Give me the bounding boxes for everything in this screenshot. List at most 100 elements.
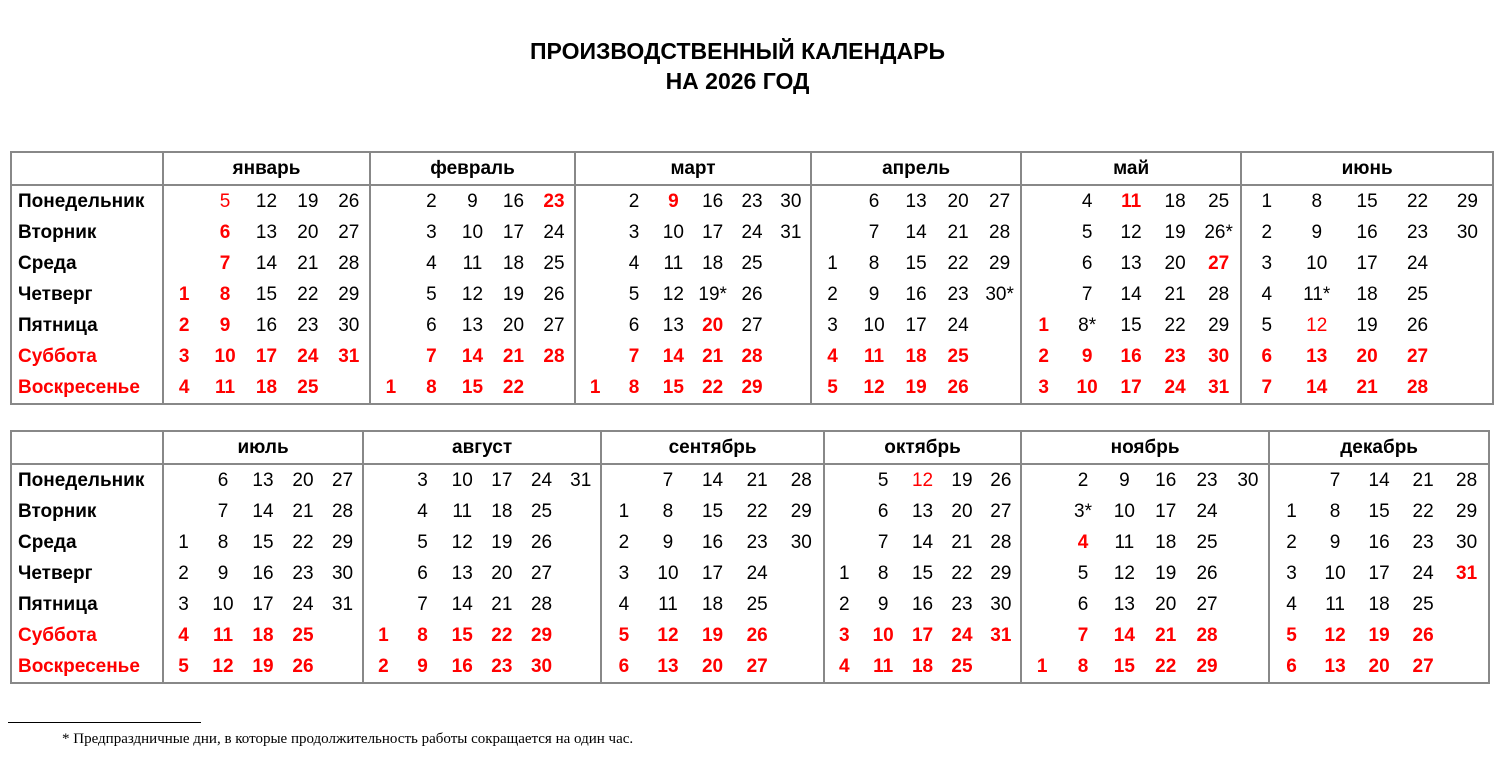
- day-cell: 2: [1268, 527, 1314, 558]
- day-cell: [1020, 558, 1063, 589]
- day-cell: [772, 341, 811, 372]
- day-cell: 5: [417, 532, 428, 553]
- day-cell: [779, 651, 824, 683]
- day-cell: 26: [990, 470, 1012, 491]
- month-name: сентябрь: [600, 431, 825, 465]
- day-cell: [574, 279, 615, 310]
- day-cell: 20: [1155, 594, 1177, 615]
- day-cell: [979, 341, 1021, 372]
- day-cell: 25: [292, 625, 314, 646]
- day-cell: 29: [1196, 656, 1218, 677]
- day-cell: [368, 310, 411, 341]
- day-cell: 24: [297, 346, 319, 367]
- day-cell: 23: [1196, 470, 1218, 491]
- day-cell: 11: [215, 377, 236, 398]
- day-cell: 12: [212, 656, 234, 677]
- day-cell: 4: [161, 372, 205, 404]
- day-cell: 26: [947, 377, 969, 398]
- day-cell: 27: [1406, 346, 1429, 367]
- day-cell: [1228, 527, 1269, 558]
- day-cell: 10: [1306, 253, 1328, 274]
- day-cell: 24: [543, 222, 565, 243]
- day-cell: 6: [877, 501, 889, 522]
- day-cell: 15: [252, 532, 274, 553]
- month-name: январь: [162, 152, 370, 186]
- day-cell: [1020, 217, 1066, 248]
- day-cell: 17: [252, 594, 274, 615]
- day-cell: [810, 185, 854, 217]
- month-name: май: [1020, 152, 1242, 186]
- day-cell: 29: [338, 284, 360, 305]
- day-cell: 15: [701, 501, 724, 522]
- day-cell: 7: [426, 346, 437, 367]
- weekday-row: Вторник 7 14 21 28 4 11 18 25 1 8 15 22 29 6 13 20 27 3* 10…: [11, 496, 1489, 527]
- day-cell: 26: [1406, 315, 1429, 336]
- day-cell: 19: [951, 470, 973, 491]
- day-cell: 20: [491, 563, 513, 584]
- page-subtitle: НА 2026 ГОД: [665, 68, 810, 94]
- day-cell: [574, 217, 615, 248]
- day-cell: 29: [990, 563, 1012, 584]
- day-cell: [1020, 589, 1063, 620]
- day-cell: 15: [461, 377, 484, 398]
- day-cell: 3*: [1074, 501, 1093, 522]
- day-cell: 16: [1368, 532, 1390, 553]
- month-header-row: июль август сентябрь октябрь ноябрь декабрь: [11, 431, 1490, 465]
- day-cell: [362, 527, 403, 558]
- day-cell: 20: [1164, 253, 1186, 274]
- day-cell: 2: [823, 589, 864, 620]
- day-cell: [561, 589, 601, 620]
- day-cell: 23: [543, 191, 565, 212]
- day-cell: 13: [461, 315, 484, 336]
- day-cell: 20: [951, 501, 973, 522]
- day-cell: 2: [1020, 341, 1066, 372]
- day-cell: [162, 464, 203, 496]
- day-cell: 21: [951, 532, 973, 553]
- day-cell: 22: [1412, 501, 1434, 522]
- day-cell: 21: [1356, 377, 1378, 398]
- day-cell: 2: [161, 310, 205, 341]
- weekday-label: Воскресенье: [18, 656, 140, 677]
- day-cell: 28: [1196, 625, 1218, 646]
- calendar-table-h1: январь февраль март апрель май июнь Понедельни…: [10, 151, 1495, 405]
- day-cell: 29: [790, 501, 812, 522]
- day-cell: 12: [1120, 222, 1142, 243]
- day-cell: 21: [746, 470, 768, 491]
- day-cell: 12: [657, 625, 679, 646]
- day-cell: [779, 620, 824, 651]
- day-cell: 24: [746, 563, 768, 584]
- day-cell: [779, 589, 824, 620]
- day-cell: 28: [1456, 470, 1478, 491]
- day-cell: [1443, 248, 1493, 279]
- day-cell: 13: [657, 656, 679, 677]
- day-cell: [161, 185, 205, 217]
- day-cell: 24: [741, 222, 763, 243]
- day-cell: [979, 372, 1021, 404]
- day-cell: 23: [1164, 346, 1186, 367]
- day-cell: 6: [868, 191, 880, 212]
- day-cell: 18: [252, 625, 274, 646]
- day-cell: 30: [1208, 346, 1230, 367]
- day-cell: 14: [255, 253, 278, 274]
- day-cell: 22: [1164, 315, 1186, 336]
- day-cell: 16: [451, 656, 473, 677]
- day-cell: [1445, 651, 1489, 683]
- day-cell: 24: [292, 594, 314, 615]
- day-cell: 23: [951, 594, 973, 615]
- day-cell: 14: [451, 594, 473, 615]
- day-cell: 31: [338, 346, 360, 367]
- weekday-row: Суббота 4 11 18 25 1 8 15 22 29 5 12 19 26 3 10 17 24 31 7 1…: [11, 620, 1489, 651]
- day-cell: 14: [1368, 470, 1390, 491]
- day-cell: 4: [162, 620, 203, 651]
- day-cell: 16: [1120, 346, 1142, 367]
- day-cell: 6: [217, 470, 229, 491]
- day-cell: [561, 527, 601, 558]
- day-cell: 19: [1356, 315, 1378, 336]
- day-cell: 15: [451, 625, 473, 646]
- day-cell: [982, 651, 1021, 683]
- day-cell: [1020, 496, 1063, 527]
- day-cell: [534, 372, 575, 404]
- day-cell: 6: [1268, 651, 1314, 683]
- corner-cell: [11, 152, 163, 186]
- day-cell: 5: [628, 284, 640, 305]
